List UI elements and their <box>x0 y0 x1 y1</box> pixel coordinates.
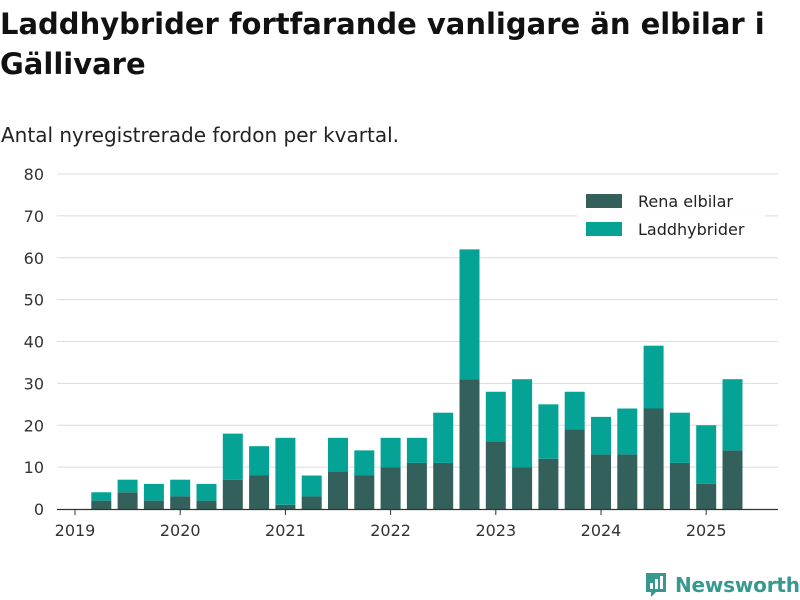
bar-laddhybrider <box>643 345 664 409</box>
bar-laddhybrider <box>459 249 480 380</box>
bar-laddhybrider <box>380 437 401 468</box>
bar-rena-elbilar <box>538 458 559 509</box>
chart-subtitle: Antal nyregistrerade fordon per kvartal. <box>1 123 400 147</box>
bar-laddhybrider <box>196 483 217 501</box>
bar-laddhybrider <box>301 475 322 497</box>
bar-laddhybrider <box>354 450 375 476</box>
bar-laddhybrider <box>170 479 191 497</box>
y-tick-label: 80 <box>24 165 44 184</box>
bar-rena-elbilar <box>617 454 638 509</box>
bar-laddhybrider <box>433 412 454 463</box>
bar-rena-elbilar <box>354 475 375 509</box>
bar-rena-elbilar <box>485 442 506 509</box>
bar-laddhybrider <box>406 437 427 463</box>
bar-rena-elbilar <box>669 462 690 509</box>
x-tick-label: 2025 <box>686 521 727 540</box>
bar-laddhybrider <box>117 479 138 493</box>
bar-rena-elbilar <box>406 462 427 509</box>
bar-laddhybrider <box>696 425 717 484</box>
bar-laddhybrider <box>669 412 690 463</box>
y-tick-label: 0 <box>34 500 44 519</box>
bar-laddhybrider <box>222 433 243 480</box>
y-tick-label: 20 <box>24 416 44 435</box>
bar-rena-elbilar <box>117 492 138 509</box>
legend: Rena elbilar Laddhybrider <box>577 184 765 242</box>
x-tick-label: 2021 <box>265 521 306 540</box>
bar-laddhybrider <box>564 391 585 430</box>
bar-rena-elbilar <box>380 467 401 509</box>
bar-rena-elbilar <box>696 483 717 509</box>
bar-rena-elbilar <box>196 500 217 509</box>
bar-rena-elbilar <box>301 496 322 509</box>
y-tick-label: 40 <box>24 333 44 352</box>
chart-title: Laddhybrider fortfarande vanligare än el… <box>0 7 765 81</box>
bars <box>91 249 743 509</box>
bar-rena-elbilar <box>722 450 743 509</box>
bar-rena-elbilar <box>433 462 454 509</box>
bar-laddhybrider <box>512 379 533 468</box>
bar-laddhybrider <box>143 483 164 501</box>
bar-rena-elbilar <box>91 500 112 509</box>
legend-swatch <box>586 194 622 208</box>
x-tick-label: 2019 <box>55 521 96 540</box>
bar-rena-elbilar <box>143 500 164 509</box>
x-axis: 2019 2020 2021 2022 2023 2024 2025 <box>55 508 778 540</box>
bar-laddhybrider <box>275 437 296 505</box>
legend-label: Rena elbilar <box>638 192 733 211</box>
bar-rena-elbilar <box>222 479 243 509</box>
bar-rena-elbilar <box>459 379 480 509</box>
bar-laddhybrider <box>328 437 348 472</box>
bar-laddhybrider <box>538 404 559 459</box>
bar-laddhybrider <box>722 379 743 451</box>
y-tick-label: 60 <box>24 249 44 268</box>
bar-rena-elbilar <box>564 429 585 509</box>
bar-rena-elbilar <box>170 496 191 509</box>
bar-rena-elbilar <box>643 408 664 509</box>
bar-laddhybrider <box>485 391 506 442</box>
bar-laddhybrider <box>91 492 112 501</box>
bar-rena-elbilar <box>328 471 348 509</box>
bar-rena-elbilar <box>512 467 533 509</box>
bar-rena-elbilar <box>591 454 611 509</box>
y-tick-label: 50 <box>24 291 44 310</box>
newsworthy-logo[interactable]: Newsworthy <box>644 570 800 600</box>
legend-label: Laddhybrider <box>638 220 745 239</box>
brand-name: Newsworthy <box>675 573 800 597</box>
y-axis-ticks: 0 10 20 30 40 50 60 70 80 <box>24 165 44 519</box>
y-tick-label: 10 <box>24 458 44 477</box>
bar-laddhybrider <box>249 446 270 476</box>
x-tick-label: 2023 <box>475 521 516 540</box>
x-tick-label: 2024 <box>581 521 622 540</box>
y-tick-label: 70 <box>24 207 44 226</box>
x-tick-label: 2022 <box>370 521 411 540</box>
x-tick-label: 2020 <box>160 521 201 540</box>
newsworthy-chart-icon <box>646 573 666 597</box>
bar-laddhybrider <box>617 408 638 455</box>
y-tick-label: 30 <box>24 374 44 393</box>
bar-rena-elbilar <box>249 475 270 509</box>
legend-swatch <box>586 222 622 236</box>
bar-laddhybrider <box>591 416 611 455</box>
bar-rena-elbilar <box>275 504 296 509</box>
